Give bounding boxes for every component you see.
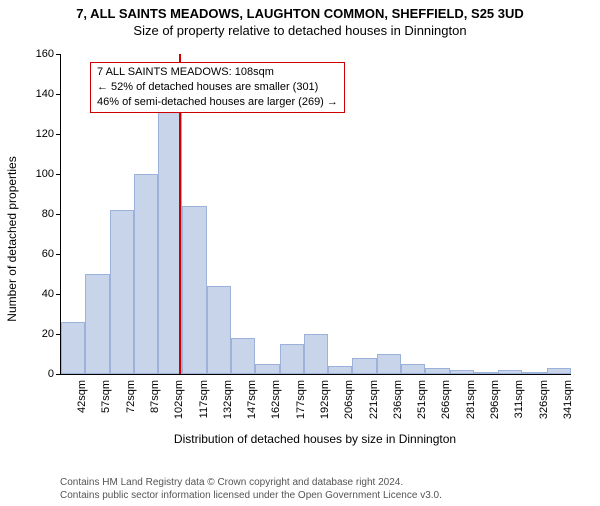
histogram-bar bbox=[425, 368, 449, 374]
histogram-bar bbox=[401, 364, 425, 374]
title-sub: Size of property relative to detached ho… bbox=[0, 23, 600, 38]
x-tick-label: 132sqm bbox=[222, 380, 234, 419]
footer: Contains HM Land Registry data © Crown c… bbox=[60, 476, 442, 502]
histogram-bar bbox=[207, 286, 231, 374]
x-tick-label: 42sqm bbox=[76, 380, 88, 413]
histogram-bar bbox=[85, 274, 109, 374]
histogram-bar bbox=[255, 364, 279, 374]
y-tick-mark bbox=[56, 214, 60, 215]
histogram-bar bbox=[304, 334, 328, 374]
x-tick-label: 147sqm bbox=[246, 380, 258, 419]
histogram-bar bbox=[547, 368, 571, 374]
y-tick-mark bbox=[56, 134, 60, 135]
x-tick-label: 57sqm bbox=[100, 380, 112, 413]
y-tick-label: 60 bbox=[26, 248, 54, 260]
annotation-line: ← 52% of detached houses are smaller (30… bbox=[97, 80, 338, 95]
y-tick-mark bbox=[56, 94, 60, 95]
histogram-bar bbox=[522, 372, 546, 374]
footer-line: Contains public sector information licen… bbox=[60, 489, 442, 502]
annotation-box: 7 ALL SAINTS MEADOWS: 108sqm ← 52% of de… bbox=[90, 62, 345, 113]
histogram-bar bbox=[134, 174, 158, 374]
chart: Number of detached properties 7 ALL SAIN… bbox=[60, 54, 570, 424]
y-tick-label: 20 bbox=[26, 328, 54, 340]
y-tick-label: 120 bbox=[26, 128, 54, 140]
annotation-line: 7 ALL SAINTS MEADOWS: 108sqm bbox=[97, 65, 338, 80]
x-tick-label: 206sqm bbox=[343, 380, 355, 419]
annotation-line: 46% of semi-detached houses are larger (… bbox=[97, 95, 338, 110]
y-tick-label: 160 bbox=[26, 48, 54, 60]
y-tick-mark bbox=[56, 294, 60, 295]
y-tick-label: 100 bbox=[26, 168, 54, 180]
histogram-bar bbox=[498, 370, 522, 374]
x-tick-label: 221sqm bbox=[368, 380, 380, 419]
y-axis-label: Number of detached properties bbox=[5, 156, 19, 321]
histogram-bar bbox=[474, 372, 498, 374]
y-tick-mark bbox=[56, 254, 60, 255]
y-tick-label: 140 bbox=[26, 88, 54, 100]
histogram-bar bbox=[328, 366, 352, 374]
x-tick-label: 326sqm bbox=[538, 380, 550, 419]
x-tick-label: 266sqm bbox=[440, 380, 452, 419]
histogram-bar bbox=[450, 370, 474, 374]
y-tick-label: 0 bbox=[26, 368, 54, 380]
histogram-bar bbox=[352, 358, 376, 374]
x-tick-label: 117sqm bbox=[198, 380, 210, 418]
y-tick-mark bbox=[56, 54, 60, 55]
x-tick-label: 192sqm bbox=[319, 380, 331, 419]
x-tick-label: 341sqm bbox=[562, 380, 574, 419]
x-tick-label: 177sqm bbox=[295, 380, 307, 419]
x-tick-label: 102sqm bbox=[173, 380, 185, 419]
x-tick-label: 251sqm bbox=[416, 380, 428, 419]
title-main: 7, ALL SAINTS MEADOWS, LAUGHTON COMMON, … bbox=[0, 6, 600, 21]
x-tick-label: 236sqm bbox=[392, 380, 404, 419]
footer-line: Contains HM Land Registry data © Crown c… bbox=[60, 476, 442, 489]
x-tick-label: 311sqm bbox=[513, 380, 525, 418]
histogram-bar bbox=[61, 322, 85, 374]
x-tick-label: 296sqm bbox=[489, 380, 501, 419]
histogram-bar bbox=[377, 354, 401, 374]
y-tick-label: 40 bbox=[26, 288, 54, 300]
x-tick-label: 281sqm bbox=[465, 380, 477, 419]
histogram-bar bbox=[231, 338, 255, 374]
x-axis-label: Distribution of detached houses by size … bbox=[60, 432, 570, 446]
y-tick-mark bbox=[56, 174, 60, 175]
x-tick-label: 162sqm bbox=[270, 380, 282, 419]
y-tick-mark bbox=[56, 374, 60, 375]
y-tick-label: 80 bbox=[26, 208, 54, 220]
histogram-bar bbox=[280, 344, 304, 374]
histogram-bar bbox=[182, 206, 206, 374]
x-tick-label: 72sqm bbox=[125, 380, 137, 413]
y-tick-mark bbox=[56, 334, 60, 335]
histogram-bar bbox=[110, 210, 134, 374]
x-tick-label: 87sqm bbox=[149, 380, 161, 413]
